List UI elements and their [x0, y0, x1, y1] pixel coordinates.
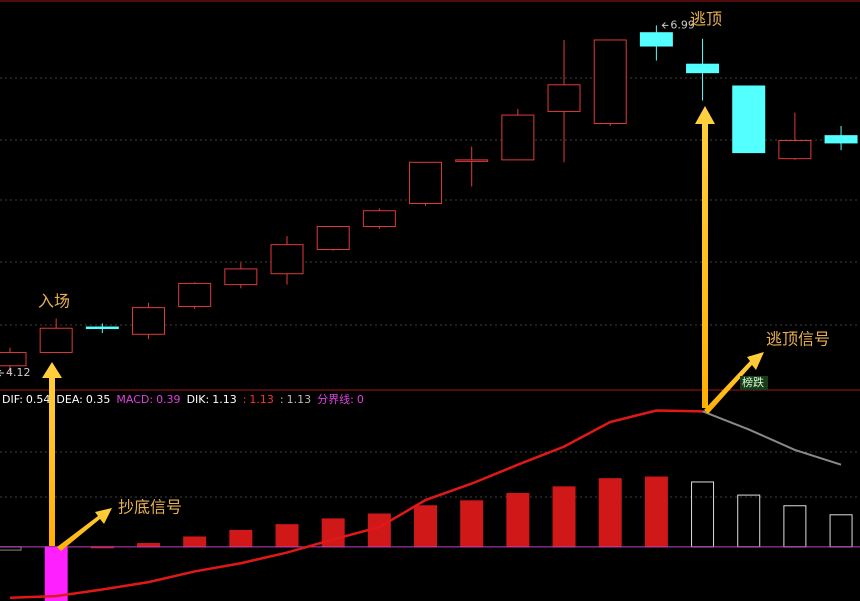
annotation: 逃顶 [690, 10, 722, 29]
legend-value: 0 [357, 393, 364, 406]
arrow [42, 362, 62, 546]
macd-bar [552, 486, 576, 548]
legend-label: DIF: [2, 393, 23, 406]
price-label: 4.12 [6, 366, 31, 379]
arrow [695, 106, 715, 408]
signal-label: 榜跌 [742, 375, 764, 389]
legend-value: 0.54 [26, 393, 51, 406]
signal-badge [740, 376, 768, 390]
macd-bar [44, 546, 68, 601]
macd-bar [460, 500, 484, 548]
legend-value: 1.13 [212, 393, 237, 406]
macd-bar [229, 529, 253, 548]
macd-bar [183, 536, 207, 548]
legend-label: DEA: [56, 393, 82, 406]
candle-body [501, 114, 535, 161]
legend-value: 0.39 [156, 393, 181, 406]
candle-body [732, 85, 766, 154]
candle-body [178, 282, 212, 307]
price-label: 6.99 [670, 18, 695, 31]
legend-label: DIK: [187, 393, 210, 406]
legend-value: 1.13 [249, 393, 274, 406]
price-pointer [0, 369, 4, 377]
macd-bar [414, 505, 438, 548]
macd-panel [0, 409, 860, 601]
candle-body [270, 244, 304, 275]
candle-body [824, 135, 858, 144]
arrows [42, 106, 764, 551]
indicator-line [702, 410, 842, 466]
legend-label: 分界线: [317, 392, 354, 406]
candles: 4.12 6.99 [0, 18, 858, 379]
macd-bar [644, 476, 668, 548]
annotation: 逃顶信号 [766, 330, 830, 349]
candle-body [0, 351, 27, 367]
legend-value: 0.35 [86, 393, 111, 406]
candle-body [778, 139, 812, 160]
candle-body [455, 159, 489, 162]
annotation: 抄底信号 [118, 498, 182, 517]
arrow [704, 352, 764, 414]
arrow [57, 508, 112, 551]
annotation: 入场 [38, 292, 70, 311]
candle-body [593, 39, 627, 125]
candle-body [409, 161, 443, 204]
candle-body [547, 84, 581, 112]
legend-label: MACD: [116, 393, 153, 406]
candle-body [132, 307, 166, 335]
indicator-line [9, 409, 703, 599]
candle-body [316, 225, 350, 251]
candle-body [362, 210, 396, 227]
candle-body [686, 63, 720, 74]
candle-body [85, 326, 119, 330]
macd-bar [275, 524, 299, 548]
candle-body [39, 327, 73, 353]
macd-bar [506, 492, 530, 548]
legend-label: : [243, 393, 247, 406]
candle-body [639, 32, 673, 47]
indicator-legend: DIF: 0.54 DEA: 0.35 MACD: 0.39 DIK: 1.13:1.13:1… [2, 392, 364, 406]
legend-value: 1.13 [287, 393, 312, 406]
price-pointer [661, 22, 669, 29]
macd-bar [598, 478, 622, 548]
candle-body [224, 268, 258, 286]
legend-label: : [280, 393, 284, 406]
